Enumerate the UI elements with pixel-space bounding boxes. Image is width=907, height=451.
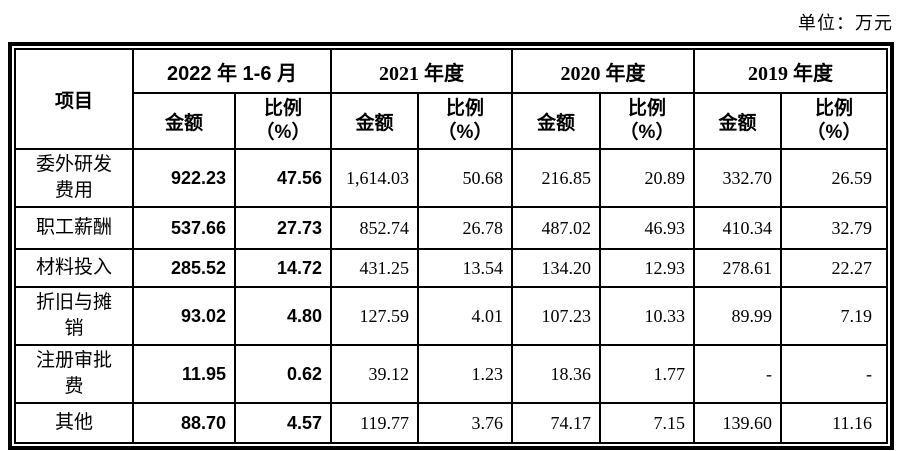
data-cell: 20.89 — [599, 148, 695, 208]
data-cell: 4.01 — [417, 286, 513, 346]
row-label-text: 注册审批费 — [35, 350, 112, 397]
table-row: 注册审批费 11.95 0.62 39.12 1.23 18.36 1.77 -… — [14, 344, 888, 404]
row-label-text: 材料投入 — [35, 257, 112, 278]
data-cell: 11.16 — [780, 402, 888, 444]
row-label: 其他 — [14, 402, 134, 444]
data-cell: 22.27 — [780, 248, 888, 288]
data-cell: 922.23 — [132, 148, 236, 208]
data-cell: 119.77 — [330, 402, 419, 444]
data-cell: - — [693, 344, 782, 404]
row-label: 材料投入 — [14, 248, 134, 288]
table-row: 材料投入 285.52 14.72 431.25 13.54 134.20 12… — [14, 248, 888, 288]
column-header-ratio-2019: 比例 （%） — [780, 92, 888, 150]
column-header-ratio-2020: 比例 （%） — [599, 92, 695, 150]
table-row: 委外研发费用 922.23 47.56 1,614.03 50.68 216.8… — [14, 148, 888, 208]
ratio-unit: （%） — [255, 122, 311, 143]
ratio-label: 比例 — [814, 98, 853, 119]
data-cell: 27.73 — [234, 206, 332, 250]
data-cell: 11.95 — [132, 344, 236, 404]
column-header-amount-2020: 金额 — [511, 92, 601, 150]
data-cell: 26.59 — [780, 148, 888, 208]
row-label-text: 其他 — [54, 412, 93, 433]
column-header-amount-2022: 金额 — [132, 92, 236, 150]
data-cell: 14.72 — [234, 248, 332, 288]
row-label-text: 职工薪酬 — [35, 217, 112, 238]
rd-expense-table-frame: 项目 2022 年 1-6 月 2021 年度 2020 年度 2019 年度 … — [8, 42, 894, 450]
data-cell: 47.56 — [234, 148, 332, 208]
header-row-years: 项目 2022 年 1-6 月 2021 年度 2020 年度 2019 年度 — [14, 48, 888, 150]
data-cell: 39.12 — [330, 344, 419, 404]
data-cell: 88.70 — [132, 402, 236, 444]
data-cell: 89.99 — [693, 286, 782, 346]
data-cell: 852.74 — [330, 206, 419, 250]
column-group-2020: 2020 年度 — [511, 48, 695, 94]
column-header-ratio-2021: 比例 （%） — [417, 92, 513, 150]
data-cell: 127.59 — [330, 286, 419, 346]
row-label: 职工薪酬 — [14, 206, 134, 250]
data-cell: 3.76 — [417, 402, 513, 444]
data-cell: 12.93 — [599, 248, 695, 288]
data-cell: 93.02 — [132, 286, 236, 346]
column-header-amount-2021: 金额 — [330, 92, 419, 150]
data-cell: 134.20 — [511, 248, 601, 288]
data-cell: 1.77 — [599, 344, 695, 404]
table-row: 折旧与摊销 93.02 4.80 127.59 4.01 107.23 10.3… — [14, 286, 888, 346]
data-cell: 278.61 — [693, 248, 782, 288]
data-cell: 18.36 — [511, 344, 601, 404]
column-header-item: 项目 — [14, 48, 134, 150]
ratio-label: 比例 — [627, 98, 666, 119]
column-group-2022h1: 2022 年 1-6 月 — [132, 48, 332, 94]
row-label: 委外研发费用 — [14, 148, 134, 208]
data-cell: 537.66 — [132, 206, 236, 250]
data-cell: 216.85 — [511, 148, 601, 208]
data-cell: 4.80 — [234, 286, 332, 346]
data-cell: 332.70 — [693, 148, 782, 208]
data-cell: 50.68 — [417, 148, 513, 208]
row-label: 折旧与摊销 — [14, 286, 134, 346]
data-cell: 10.33 — [599, 286, 695, 346]
data-cell: 7.19 — [780, 286, 888, 346]
ratio-label: 比例 — [263, 98, 302, 119]
ratio-unit: （%） — [437, 122, 493, 143]
header-row-measures: 金额 比例 （%） 金额 比例 （%） 金额 比例 （%） 金额 比例 — [15, 92, 888, 150]
data-cell: 1.23 — [417, 344, 513, 404]
column-header-amount-2019: 金额 — [693, 92, 782, 150]
data-cell: 26.78 — [417, 206, 513, 250]
rd-expense-table: 项目 2022 年 1-6 月 2021 年度 2020 年度 2019 年度 … — [14, 48, 888, 444]
data-cell: 13.54 — [417, 248, 513, 288]
column-header-ratio-2022: 比例 （%） — [234, 92, 332, 150]
ratio-unit: （%） — [806, 122, 862, 143]
table-row: 职工薪酬 537.66 27.73 852.74 26.78 487.02 46… — [14, 206, 888, 250]
row-label-text: 委外研发费用 — [35, 154, 112, 201]
data-cell: - — [780, 344, 888, 404]
table-row: 其他 88.70 4.57 119.77 3.76 74.17 7.15 139… — [14, 402, 888, 444]
data-cell: 1,614.03 — [330, 148, 419, 208]
data-cell: 4.57 — [234, 402, 332, 444]
unit-label: 单位：万元 — [798, 13, 893, 33]
data-cell: 32.79 — [780, 206, 888, 250]
data-cell: 0.62 — [234, 344, 332, 404]
data-cell: 431.25 — [330, 248, 419, 288]
column-group-2019: 2019 年度 — [693, 48, 888, 94]
row-label-text: 折旧与摊销 — [35, 292, 112, 339]
data-cell: 487.02 — [511, 206, 601, 250]
data-cell: 7.15 — [599, 402, 695, 444]
row-label: 注册审批费 — [14, 344, 134, 404]
data-cell: 46.93 — [599, 206, 695, 250]
data-cell: 285.52 — [132, 248, 236, 288]
ratio-unit: （%） — [619, 122, 675, 143]
data-cell: 107.23 — [511, 286, 601, 346]
ratio-label: 比例 — [445, 98, 484, 119]
column-group-2021: 2021 年度 — [330, 48, 513, 94]
data-cell: 410.34 — [693, 206, 782, 250]
data-cell: 74.17 — [511, 402, 601, 444]
data-cell: 139.60 — [693, 402, 782, 444]
